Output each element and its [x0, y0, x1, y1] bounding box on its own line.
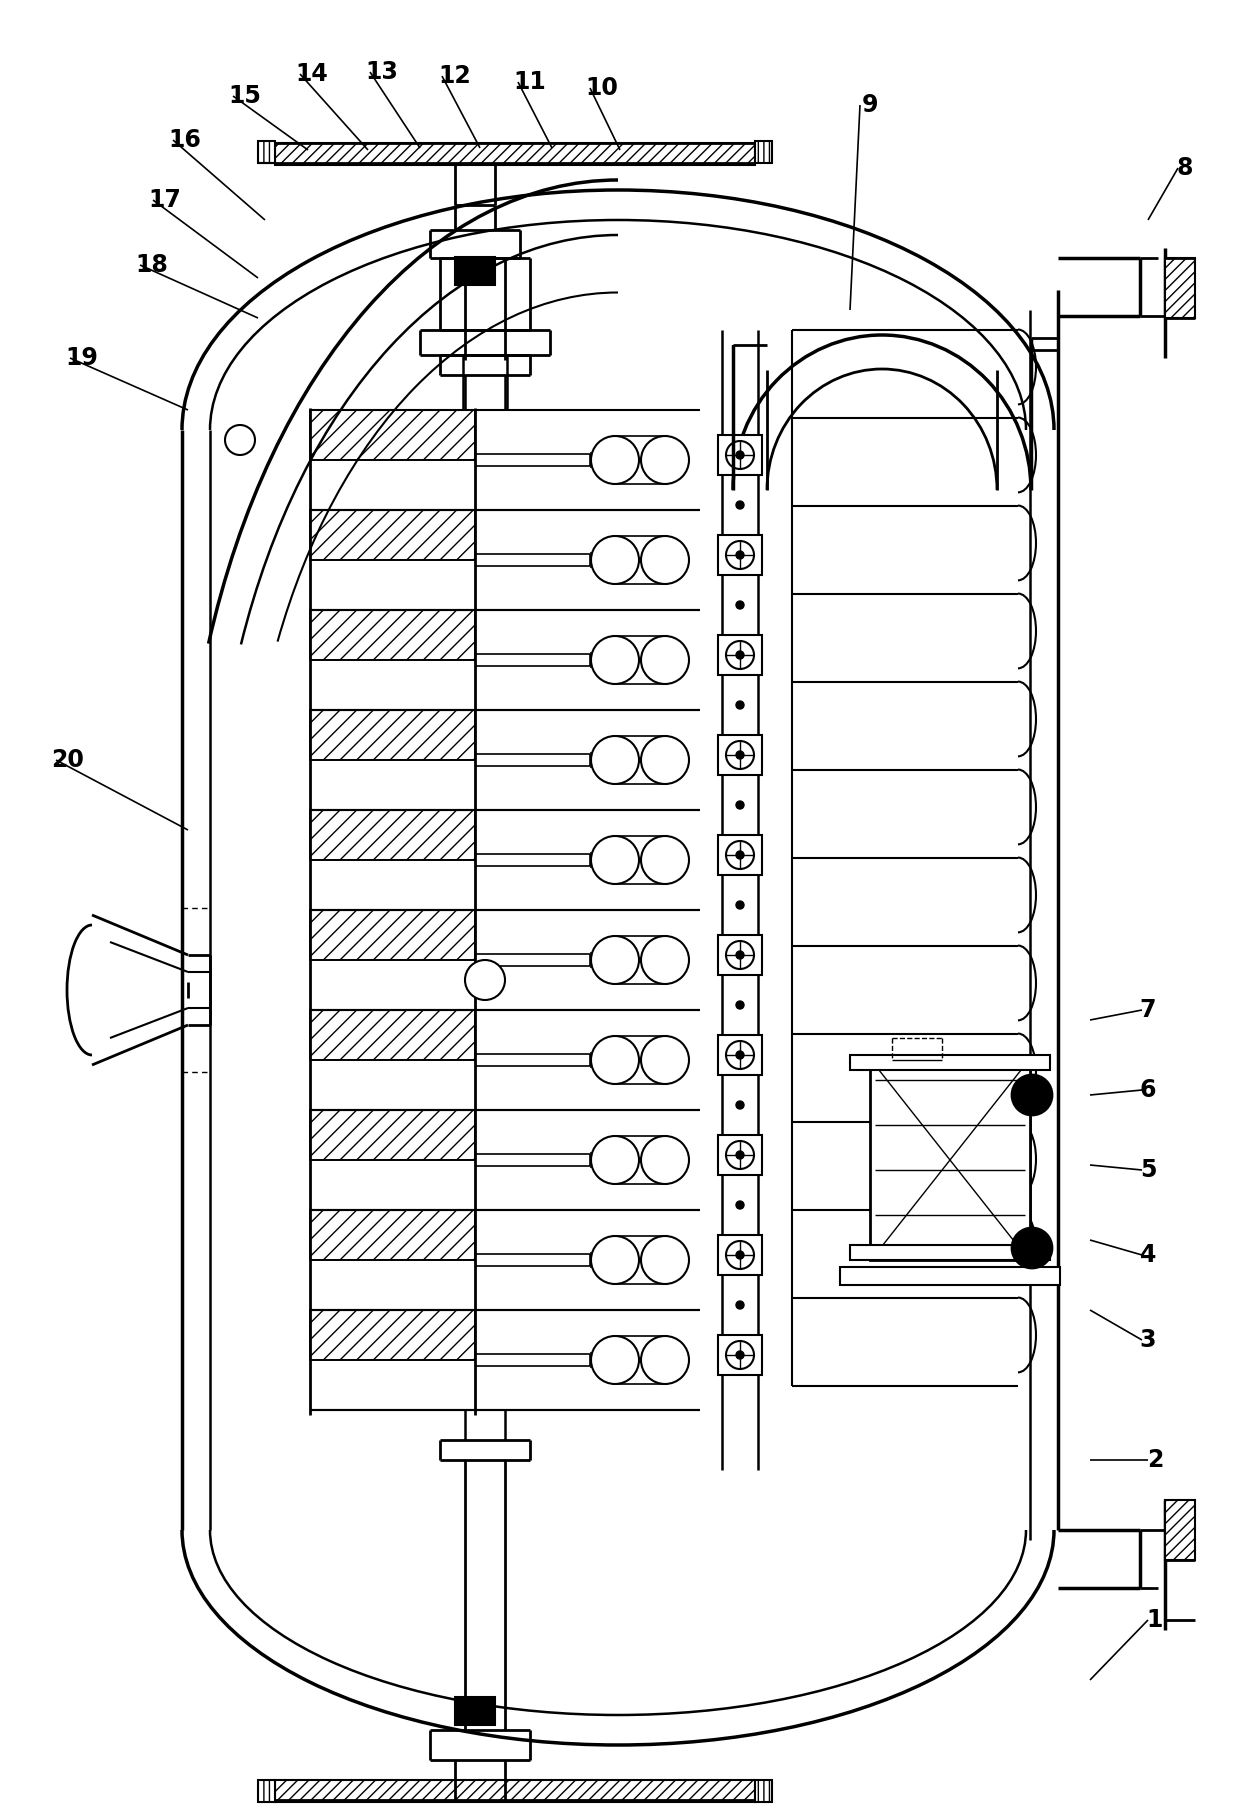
- Bar: [310, 810, 475, 859]
- Text: 19: 19: [66, 346, 98, 371]
- Bar: [258, 141, 275, 163]
- Circle shape: [725, 1241, 754, 1268]
- Text: 13: 13: [366, 60, 398, 83]
- Bar: [310, 709, 475, 760]
- Bar: [310, 1310, 475, 1360]
- Circle shape: [465, 961, 505, 1000]
- Circle shape: [1012, 1075, 1052, 1114]
- Circle shape: [737, 651, 744, 658]
- Circle shape: [737, 1252, 744, 1259]
- Text: 5: 5: [1140, 1158, 1156, 1181]
- Bar: [718, 1134, 763, 1176]
- Bar: [839, 1266, 1060, 1284]
- Bar: [718, 635, 763, 675]
- Circle shape: [725, 441, 754, 469]
- Circle shape: [737, 501, 744, 508]
- Circle shape: [737, 1351, 744, 1359]
- Circle shape: [725, 640, 754, 669]
- Text: 17: 17: [149, 188, 181, 212]
- Circle shape: [1012, 1228, 1052, 1268]
- Circle shape: [737, 601, 744, 610]
- Bar: [718, 434, 763, 476]
- Bar: [310, 1009, 475, 1060]
- Circle shape: [737, 1051, 744, 1058]
- Bar: [275, 143, 755, 165]
- Text: 10: 10: [585, 76, 619, 99]
- Bar: [310, 510, 475, 561]
- Circle shape: [737, 801, 744, 809]
- Text: 11: 11: [513, 71, 547, 94]
- Circle shape: [737, 901, 744, 908]
- Bar: [755, 1780, 773, 1802]
- Bar: [275, 1780, 755, 1802]
- Bar: [718, 1335, 763, 1375]
- Circle shape: [737, 1102, 744, 1109]
- Text: 14: 14: [295, 62, 329, 87]
- Bar: [310, 910, 475, 961]
- Circle shape: [737, 751, 744, 760]
- Bar: [718, 734, 763, 774]
- Bar: [310, 411, 475, 459]
- Bar: [718, 535, 763, 575]
- Text: 1: 1: [1147, 1608, 1163, 1632]
- Bar: [310, 1210, 475, 1261]
- Circle shape: [737, 1201, 744, 1208]
- Text: 9: 9: [862, 92, 878, 118]
- Text: 15: 15: [228, 83, 262, 109]
- Circle shape: [725, 541, 754, 570]
- Text: 18: 18: [135, 253, 169, 277]
- Bar: [718, 935, 763, 975]
- Circle shape: [725, 1040, 754, 1069]
- Text: 20: 20: [52, 747, 84, 772]
- Bar: [310, 1111, 475, 1160]
- Circle shape: [737, 450, 744, 459]
- Circle shape: [224, 425, 255, 456]
- Bar: [1166, 1500, 1195, 1559]
- Bar: [755, 141, 773, 163]
- Bar: [258, 1780, 275, 1802]
- Bar: [870, 1060, 1030, 1261]
- Circle shape: [737, 1000, 744, 1009]
- Circle shape: [737, 702, 744, 709]
- Circle shape: [737, 850, 744, 859]
- Text: 6: 6: [1140, 1078, 1156, 1102]
- Circle shape: [737, 1151, 744, 1160]
- Bar: [718, 1236, 763, 1275]
- Circle shape: [725, 841, 754, 868]
- Text: 2: 2: [1147, 1447, 1163, 1473]
- Bar: [310, 610, 475, 660]
- Bar: [849, 1245, 1050, 1261]
- Circle shape: [725, 941, 754, 970]
- Text: 8: 8: [1177, 156, 1193, 181]
- Bar: [849, 1055, 1050, 1069]
- Text: 16: 16: [169, 128, 201, 152]
- Circle shape: [725, 1340, 754, 1369]
- Bar: [718, 1035, 763, 1075]
- Bar: [455, 257, 495, 286]
- Circle shape: [737, 952, 744, 959]
- Bar: [455, 1697, 495, 1726]
- Circle shape: [725, 742, 754, 769]
- Text: 7: 7: [1140, 999, 1156, 1022]
- Circle shape: [737, 1301, 744, 1310]
- Bar: [718, 836, 763, 876]
- Circle shape: [737, 552, 744, 559]
- Text: 4: 4: [1140, 1243, 1156, 1266]
- Circle shape: [725, 1141, 754, 1169]
- Bar: [1166, 259, 1195, 318]
- Text: 12: 12: [439, 63, 471, 89]
- Text: 3: 3: [1140, 1328, 1156, 1351]
